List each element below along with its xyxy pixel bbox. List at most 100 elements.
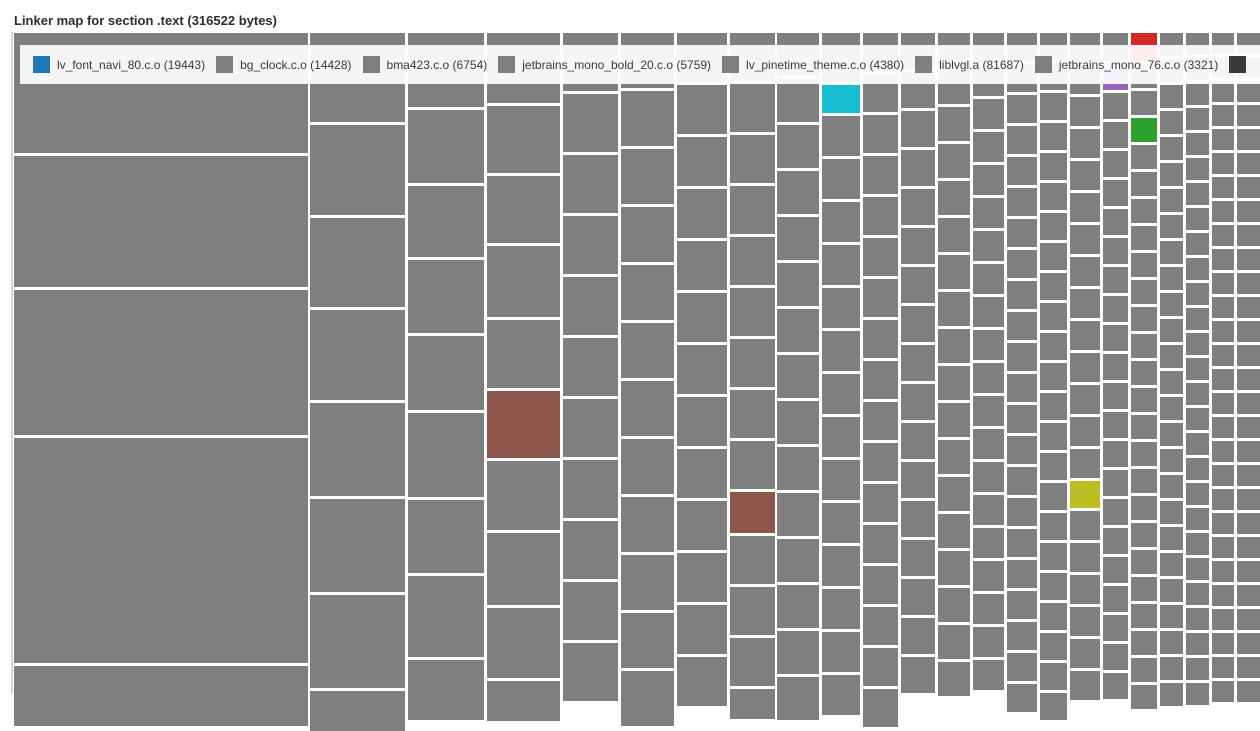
treemap-cell[interactable] [730,186,775,234]
treemap-cell[interactable] [1131,388,1157,412]
treemap-cell[interactable] [1007,219,1037,247]
treemap-cell[interactable] [1212,393,1234,414]
treemap-cell[interactable] [1212,177,1234,198]
treemap-cell[interactable] [1103,528,1128,554]
treemap-cell[interactable] [1186,558,1209,580]
treemap-cell[interactable] [1070,289,1100,318]
treemap-cell[interactable] [822,331,860,371]
treemap-cell[interactable] [1070,129,1100,158]
treemap-cell[interactable] [730,390,775,438]
treemap-cell[interactable] [1212,657,1234,678]
treemap-cell[interactable] [1007,591,1037,619]
treemap-cell[interactable] [1160,241,1183,264]
treemap-cell[interactable] [1237,513,1260,534]
treemap-cell[interactable] [1007,529,1037,557]
treemap-cell[interactable] [1103,267,1128,293]
treemap-cell[interactable] [901,501,935,537]
treemap-cell[interactable] [1007,250,1037,278]
treemap-cell[interactable] [822,245,860,285]
treemap-cell[interactable] [863,115,898,153]
treemap-cell[interactable] [1131,91,1157,115]
treemap-cell[interactable] [1131,307,1157,331]
treemap-cell[interactable] [822,503,860,543]
treemap-cell[interactable] [1070,385,1100,414]
treemap-cell[interactable] [822,546,860,586]
treemap-cell[interactable] [822,632,860,672]
treemap-cell[interactable] [1131,334,1157,358]
treemap-cell[interactable] [677,449,727,498]
treemap-cell[interactable] [1103,296,1128,322]
treemap-cell[interactable] [408,110,484,183]
treemap-cell[interactable] [901,423,935,459]
treemap-cell[interactable] [1212,441,1234,462]
treemap-cell[interactable] [1007,560,1037,588]
treemap-cell[interactable] [1212,489,1234,510]
treemap-cell[interactable] [777,309,819,352]
treemap-cell[interactable] [777,585,819,628]
treemap-cell[interactable] [1160,293,1183,316]
treemap-cell[interactable] [938,662,970,696]
treemap-cell[interactable] [1070,417,1100,446]
treemap-cell[interactable] [973,165,1004,195]
treemap-cell[interactable] [1103,325,1128,351]
treemap-cell[interactable] [1103,354,1128,380]
treemap-cell[interactable] [1237,321,1260,342]
treemap-cell[interactable] [1160,163,1183,186]
treemap-cell[interactable] [310,125,405,215]
treemap-cell[interactable] [677,85,727,134]
treemap-cell[interactable] [1186,358,1209,380]
treemap-cell[interactable] [1237,657,1260,678]
treemap-cell[interactable] [1237,345,1260,366]
treemap-cell[interactable] [310,499,405,592]
treemap-cell-green[interactable] [1131,118,1157,142]
treemap-cell[interactable] [1212,369,1234,390]
treemap-cell[interactable] [1237,201,1260,222]
treemap-cell[interactable] [938,181,970,215]
treemap-cell[interactable] [1131,604,1157,628]
treemap-cell[interactable] [938,329,970,363]
treemap-cell[interactable] [1212,585,1234,606]
treemap-cell[interactable] [1040,213,1067,240]
treemap-cell[interactable] [1040,363,1067,390]
treemap-cell[interactable] [1103,644,1128,670]
treemap-cell[interactable] [863,443,898,481]
treemap-cell[interactable] [777,401,819,444]
treemap-cell[interactable] [730,135,775,183]
treemap-cell[interactable] [1070,193,1100,222]
treemap-cell[interactable] [1040,543,1067,570]
treemap-cell[interactable] [1186,383,1209,405]
treemap-cell[interactable] [1212,417,1234,438]
treemap-cell[interactable] [1237,105,1260,126]
treemap-cell[interactable] [938,366,970,400]
treemap-cell[interactable] [863,566,898,604]
treemap-cell[interactable] [863,320,898,358]
treemap-cell[interactable] [1070,575,1100,604]
treemap-cell[interactable] [621,671,674,726]
treemap-cell[interactable] [563,216,618,274]
treemap-cell[interactable] [973,528,1004,558]
treemap-cell[interactable] [777,217,819,260]
treemap-cell[interactable] [1186,83,1209,105]
treemap-cell[interactable] [487,176,560,243]
treemap-cell[interactable] [1131,226,1157,250]
treemap-cell[interactable] [863,238,898,276]
treemap-cell[interactable] [1131,523,1157,547]
treemap-cell[interactable] [408,260,484,333]
treemap-cell[interactable] [777,263,819,306]
treemap-cell[interactable] [1237,273,1260,294]
treemap-cell[interactable] [1131,442,1157,466]
treemap-cell[interactable] [863,525,898,563]
treemap-cell[interactable] [777,631,819,674]
treemap-cell[interactable] [901,657,935,693]
treemap-cell[interactable] [1007,95,1037,123]
treemap-cell[interactable] [938,107,970,141]
treemap-cell[interactable] [1160,137,1183,160]
treemap-cell[interactable] [1103,238,1128,264]
treemap-cell[interactable] [487,681,560,721]
treemap-cell[interactable] [730,638,775,686]
treemap-cell[interactable] [1212,297,1234,318]
treemap-cell[interactable] [1237,153,1260,174]
treemap-cell[interactable] [822,675,860,715]
treemap-cell[interactable] [1007,467,1037,495]
treemap-cell[interactable] [1131,685,1157,709]
